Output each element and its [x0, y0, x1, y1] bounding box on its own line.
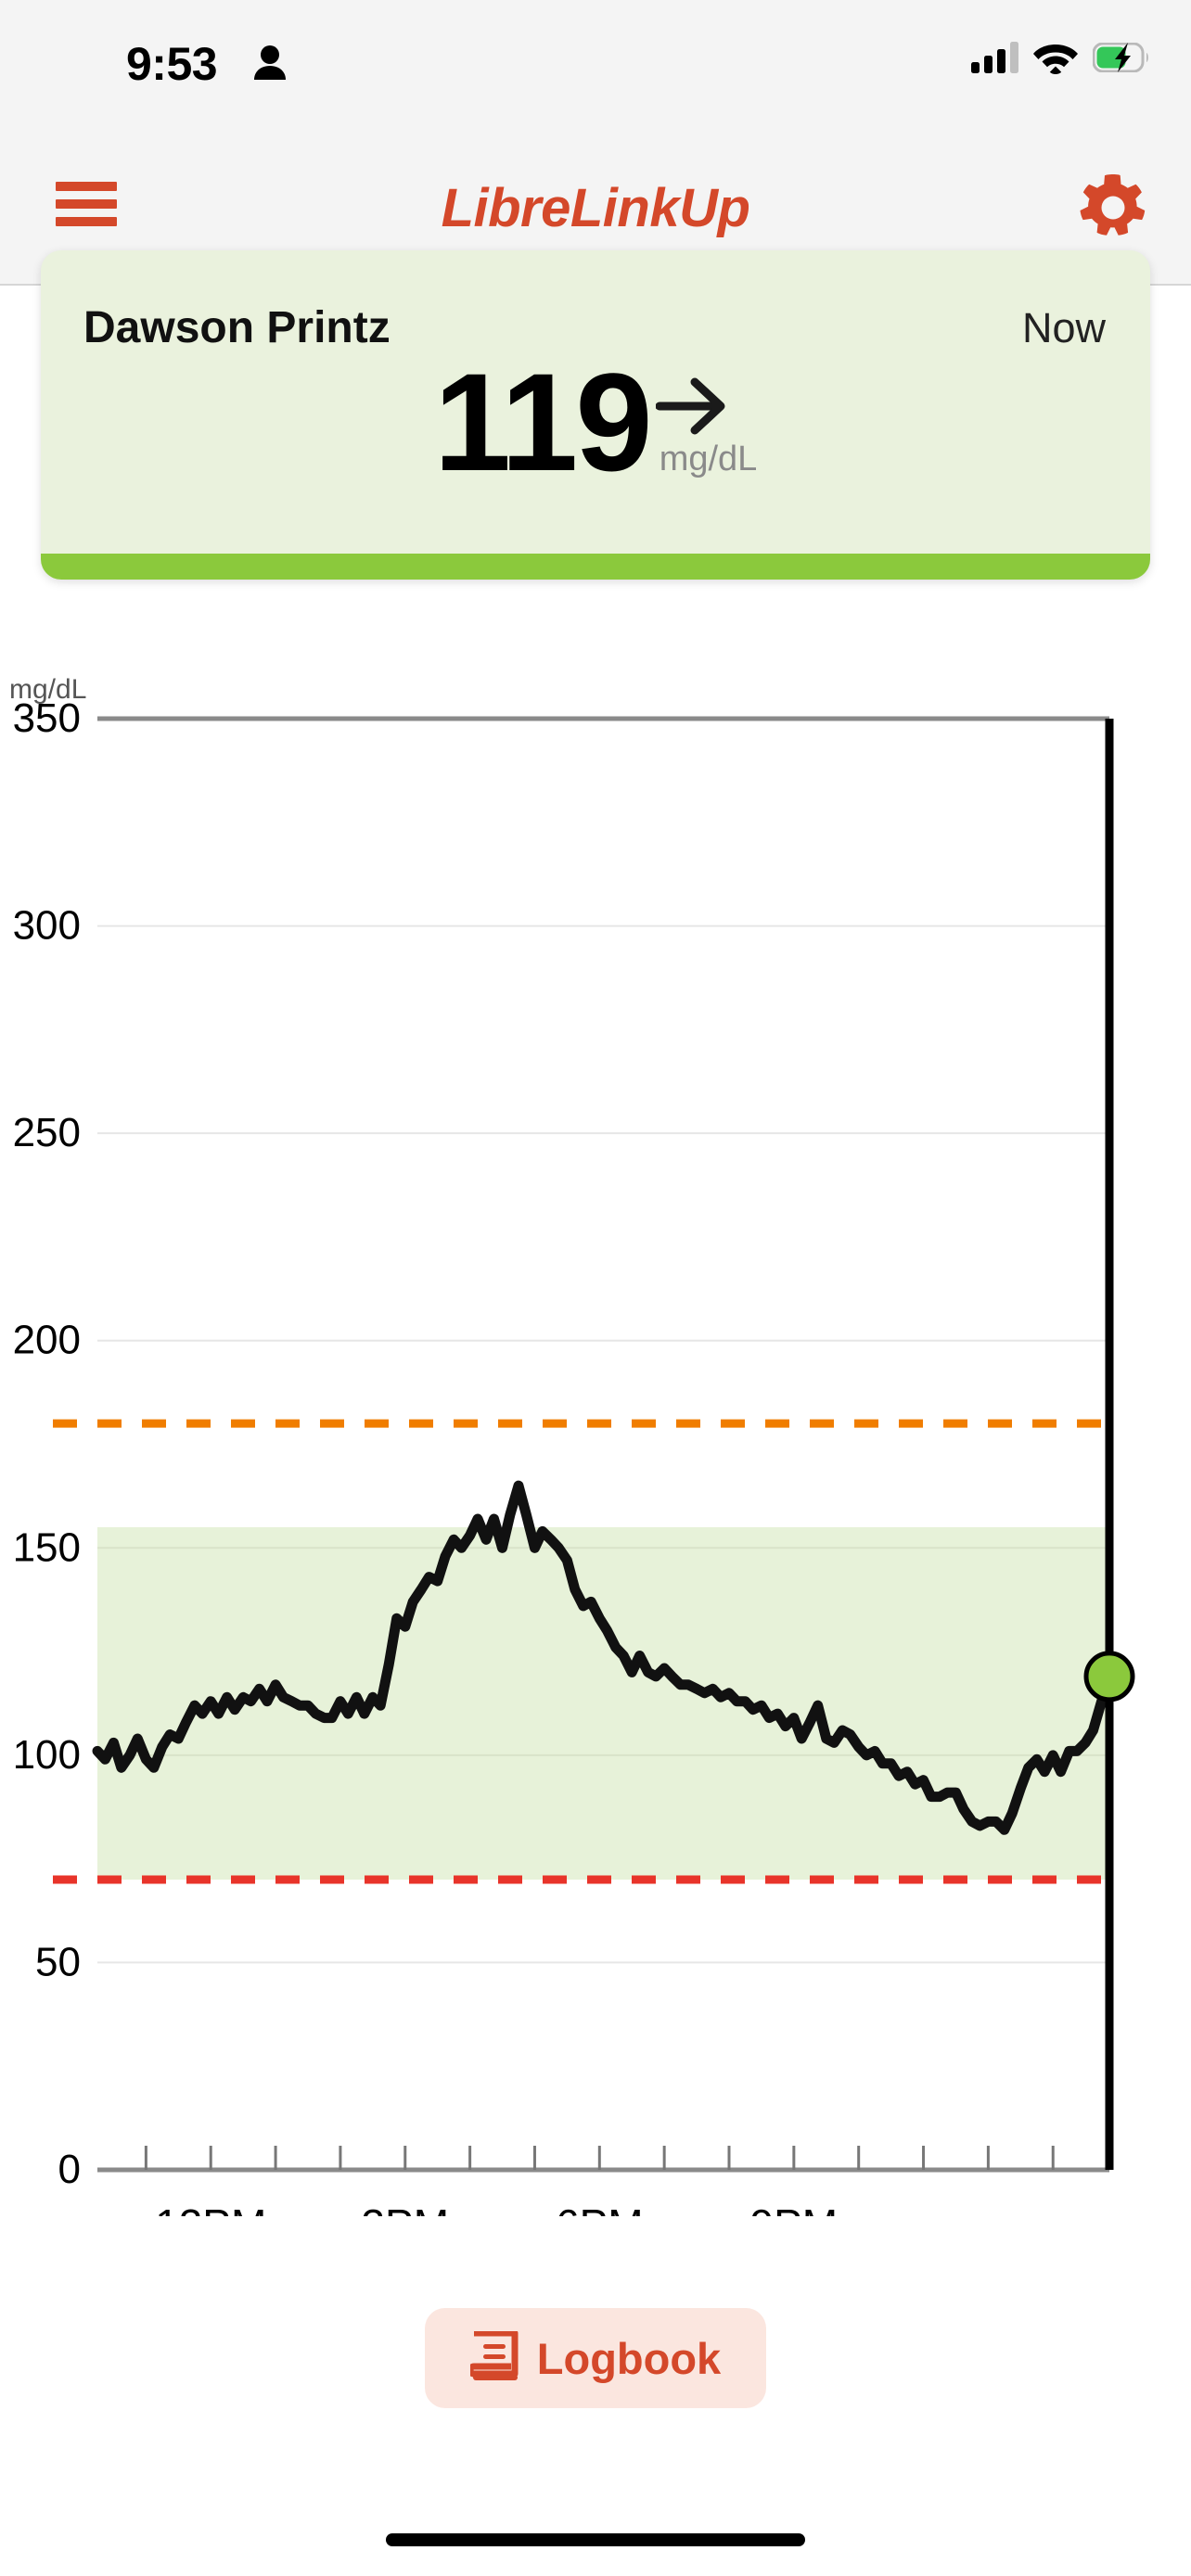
app-title: LibreLinkUp	[441, 178, 750, 238]
card-status-bar	[41, 554, 1150, 580]
patient-name: Dawson Printz	[83, 303, 391, 352]
person-icon	[254, 45, 286, 80]
y-axis-unit-label: mg/dL	[9, 674, 86, 705]
home-indicator	[386, 2533, 805, 2546]
y-axis-tick-label: 50	[35, 1939, 81, 1984]
glucose-value: 119	[433, 344, 653, 500]
gear-icon[interactable]	[1080, 174, 1146, 241]
y-axis-tick-label: 150	[13, 1524, 81, 1570]
glucose-chart[interactable]: mg/dL 0 50 100 150 200 250 300 350 12PM 3PM 6PM 9PM	[0, 640, 1191, 2216]
status-bar-time: 9:53	[126, 38, 218, 90]
logbook-label: Logbook	[536, 2333, 722, 2383]
glucose-line	[92, 1480, 1115, 1835]
y-axis-tick-label: 100	[13, 1732, 81, 1778]
y-axis-tick-label: 0	[58, 2147, 81, 2192]
hamburger-menu-icon[interactable]	[56, 182, 117, 226]
status-bar: 9:53	[0, 0, 1191, 119]
glucose-reading-card[interactable]: Dawson Printz Now 119 mg/dL	[41, 250, 1150, 580]
x-axis-tick-label: 6PM	[556, 2200, 644, 2216]
cellular-signal-icon	[971, 42, 1018, 73]
y-axis-tick-label: 300	[13, 903, 81, 949]
y-axis-tick-label: 250	[13, 1110, 81, 1155]
x-axis-tick-label: 12PM	[155, 2200, 266, 2216]
current-reading-dot[interactable]	[1083, 1651, 1135, 1702]
trend-and-unit: mg/dL	[655, 376, 758, 479]
x-axis-tick-label: 9PM	[750, 2200, 839, 2216]
wifi-icon	[1033, 45, 1078, 74]
logbook-button[interactable]: Logbook	[425, 2308, 766, 2408]
y-axis-tick-label: 200	[13, 1318, 81, 1363]
glucose-reading-row: 119 mg/dL	[41, 352, 1150, 499]
status-bar-indicators	[971, 41, 1150, 74]
glucose-unit: mg/dL	[659, 440, 758, 478]
book-icon	[469, 2331, 519, 2380]
x-axis-tick-label: 3PM	[361, 2200, 449, 2216]
arrow-right-icon	[655, 377, 725, 435]
y-axis-tick-label: 350	[13, 695, 81, 741]
reading-timestamp: Now	[1021, 304, 1106, 351]
battery-charging-icon	[1093, 43, 1148, 72]
